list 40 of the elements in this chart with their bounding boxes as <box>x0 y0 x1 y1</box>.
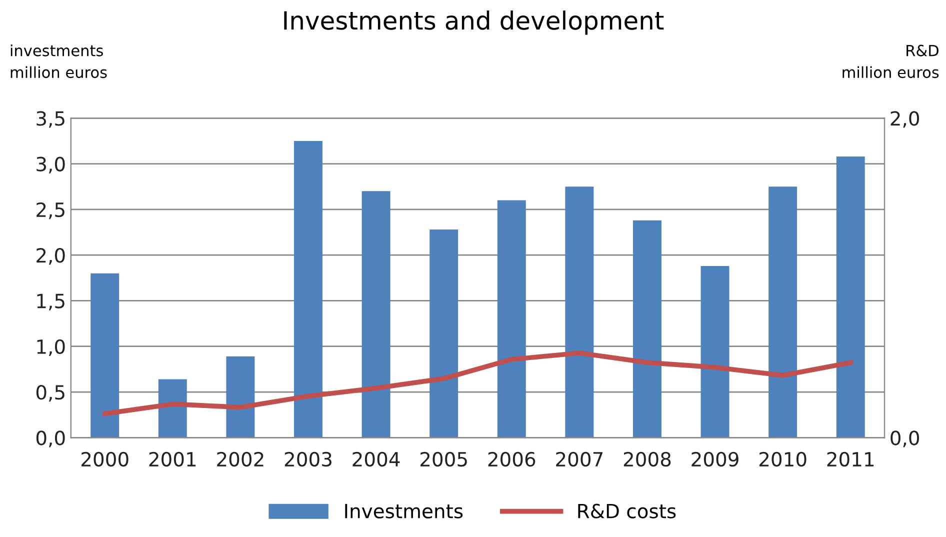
y2-axis-title: R&D million euros <box>842 44 939 78</box>
x-tick-label: 2006 <box>488 452 536 467</box>
y-tick-label: 0,0 <box>36 430 65 448</box>
bar <box>700 266 730 438</box>
y-tick-label: 1,0 <box>37 339 65 356</box>
y-tick-label: 0,5 <box>36 384 64 402</box>
bar <box>836 156 865 438</box>
legend-label: R&D costs <box>578 504 676 518</box>
x-tick-label: 2011 <box>827 452 874 467</box>
bar <box>430 230 458 438</box>
y-tick-label: 1,5 <box>37 294 64 310</box>
legend-label: Investments <box>345 504 463 518</box>
x-tick-label: 2010 <box>759 452 806 467</box>
chart-title: Investments and development <box>284 10 664 35</box>
bar <box>226 356 255 438</box>
y-tick-label: 3,5 <box>36 111 64 128</box>
y2-tick-label: 2,0 <box>890 111 920 128</box>
x-tick-label: 2004 <box>352 452 400 467</box>
y-tick-label: 2,0 <box>36 248 65 265</box>
x-tick-label: 2005 <box>420 452 467 467</box>
y-tick-label: 2,5 <box>36 202 64 220</box>
bar <box>90 273 120 438</box>
x-tick-label: 2007 <box>556 452 603 467</box>
bar <box>565 186 594 438</box>
y2-tick-label: 0,0 <box>890 430 920 448</box>
x-tick-label: 2008 <box>624 452 671 467</box>
bar <box>632 220 662 438</box>
x-tick-label: 2002 <box>217 452 264 467</box>
bar <box>768 186 798 438</box>
x-tick-label: 2009 <box>692 452 738 467</box>
x-tick-label: 2003 <box>284 452 332 467</box>
x-tick-label: 2001 <box>149 452 196 467</box>
bar <box>294 140 322 438</box>
y-axis-title: investments million euros <box>10 44 107 78</box>
y-tick-label: 3,0 <box>36 156 65 174</box>
x-tick-label: 2000 <box>82 452 128 467</box>
bar <box>362 191 390 438</box>
bar <box>497 200 526 438</box>
line-series <box>102 350 854 416</box>
bar <box>158 379 187 438</box>
